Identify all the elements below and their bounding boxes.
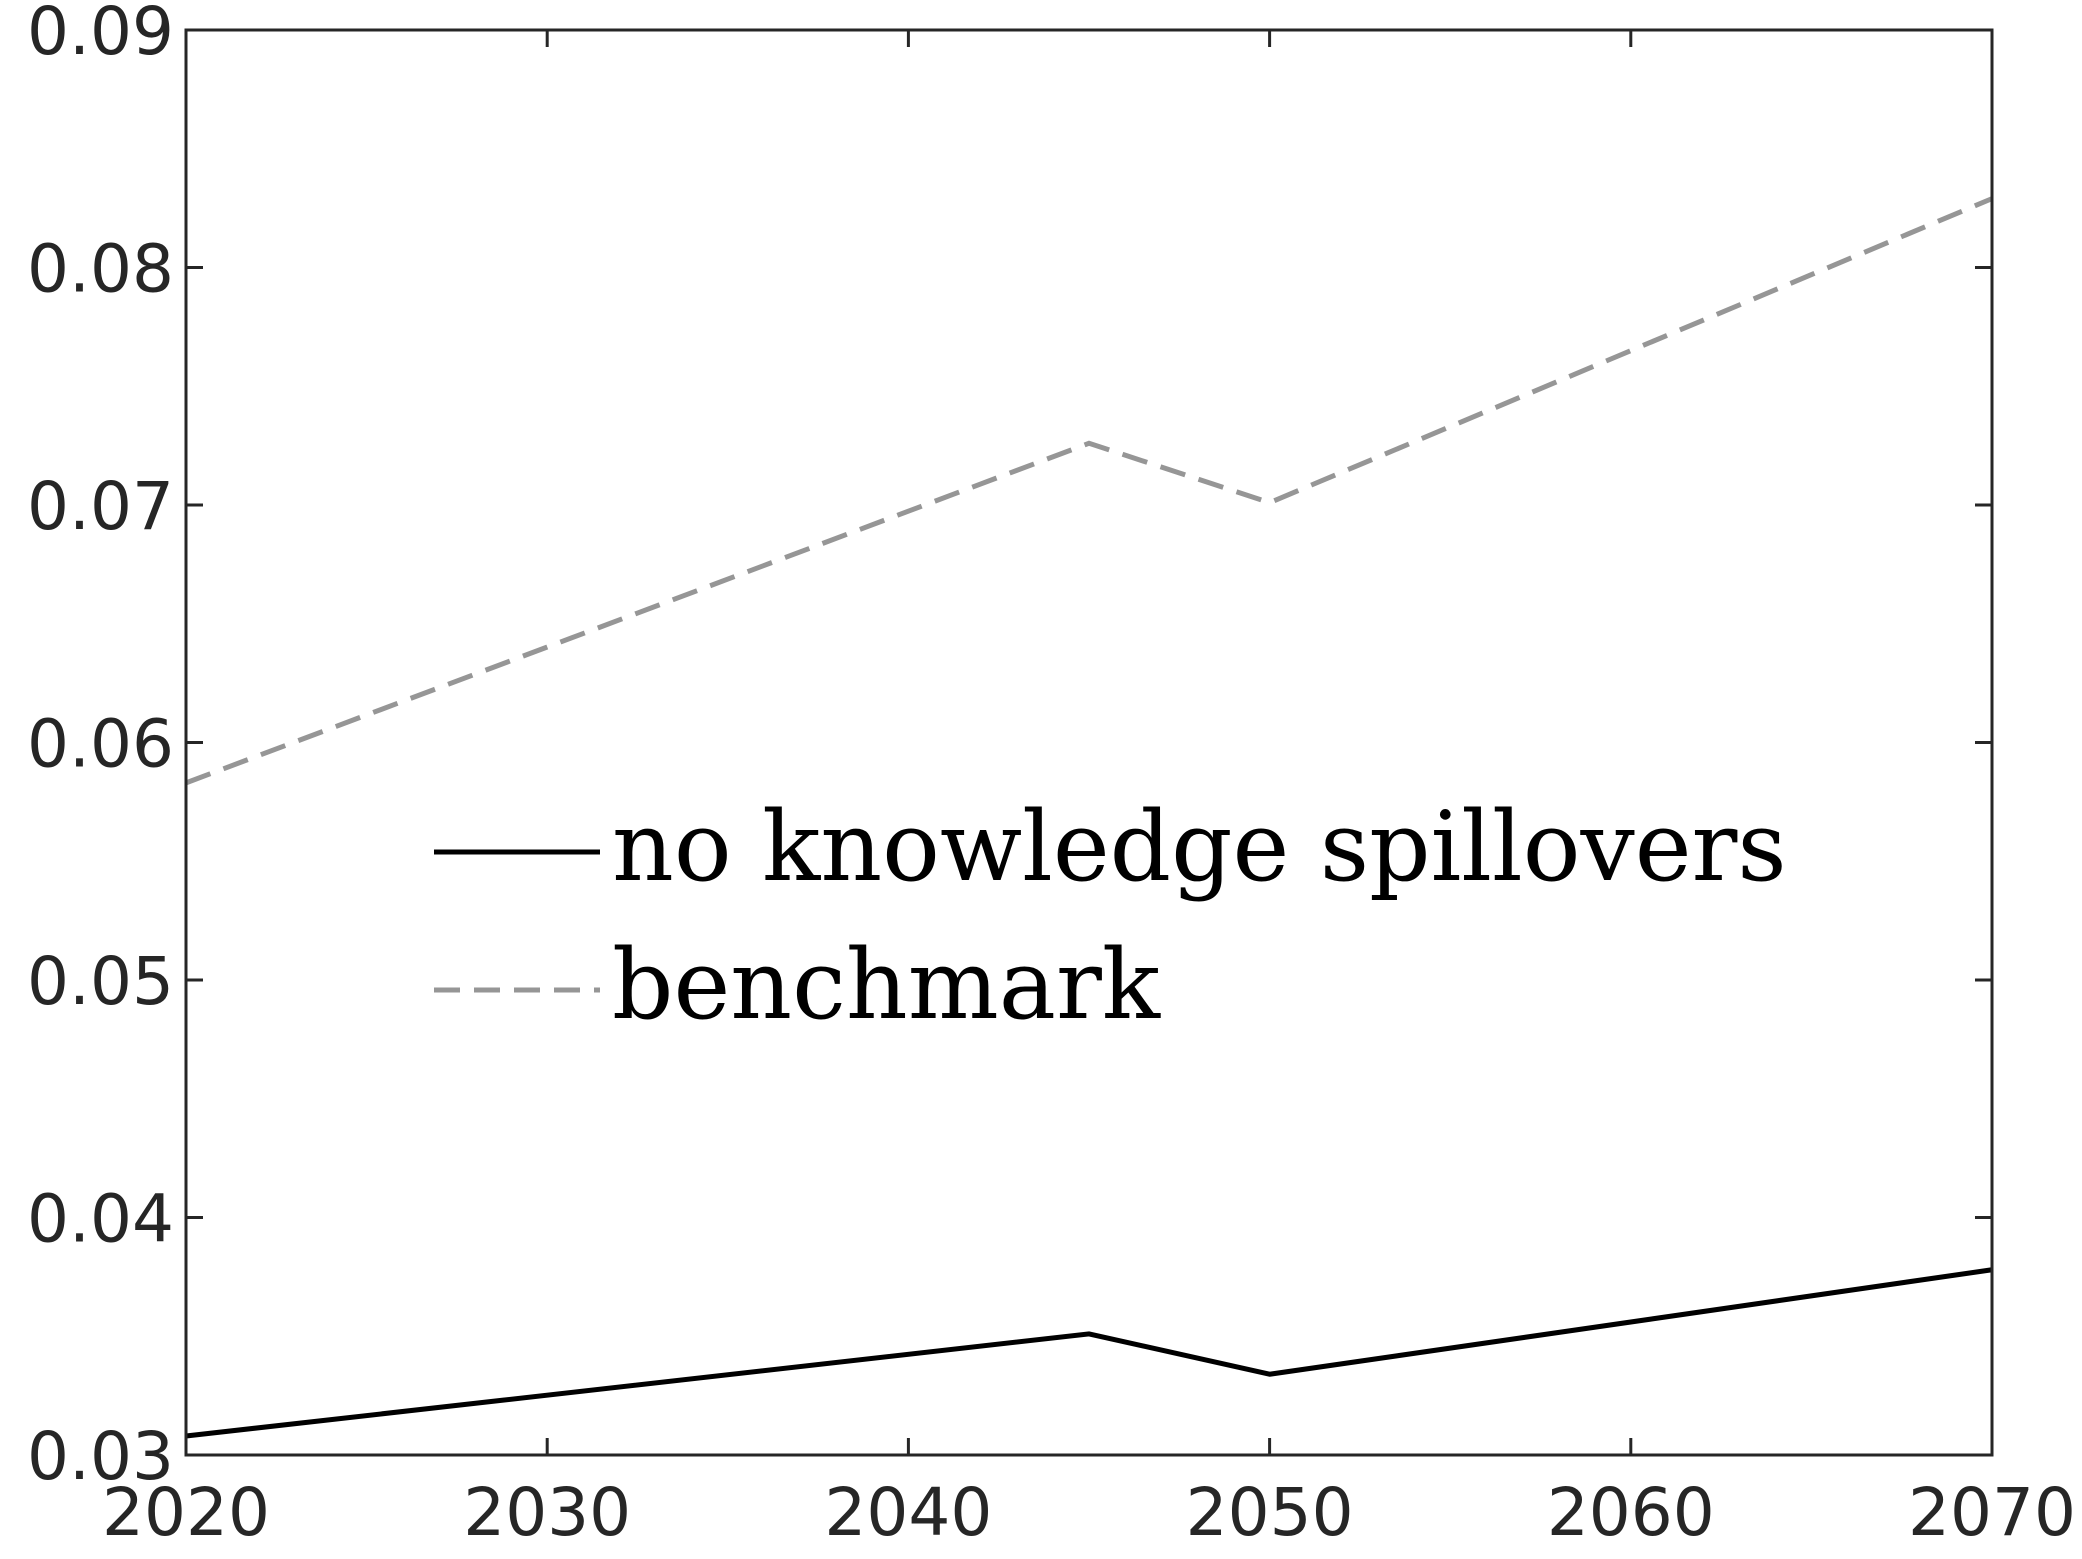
legend: no knowledge spillovers benchmark: [434, 791, 1787, 1041]
series-line-benchmark: [186, 199, 1992, 783]
y-tick-label: 0.04: [27, 1181, 174, 1258]
x-tick-label: 2040: [824, 1474, 992, 1551]
series-line-no-knowledge-spillovers: [186, 1270, 1992, 1436]
x-tick-label: 2050: [1186, 1474, 1354, 1551]
x-tick-label: 2070: [1908, 1474, 2076, 1551]
y-tick-label: 0.05: [27, 943, 174, 1020]
x-tick-label: 2060: [1547, 1474, 1715, 1551]
y-tick-label: 0.03: [27, 1418, 174, 1495]
x-tick-label: 2030: [463, 1474, 631, 1551]
y-tick-label: 0.07: [27, 468, 174, 545]
y-tick-label: 0.09: [27, 0, 174, 70]
plot-area-frame: [186, 30, 1992, 1455]
y-tick-label: 0.08: [27, 231, 174, 308]
legend-label-benchmark: benchmark: [612, 929, 1161, 1041]
y-tick-label: 0.06: [27, 706, 174, 783]
legend-label-no-knowledge-spillovers: no knowledge spillovers: [612, 791, 1787, 903]
tick-layer: 2020 2030 2040 2050 2060 20700.030.040.050.06…: [27, 0, 2076, 1551]
